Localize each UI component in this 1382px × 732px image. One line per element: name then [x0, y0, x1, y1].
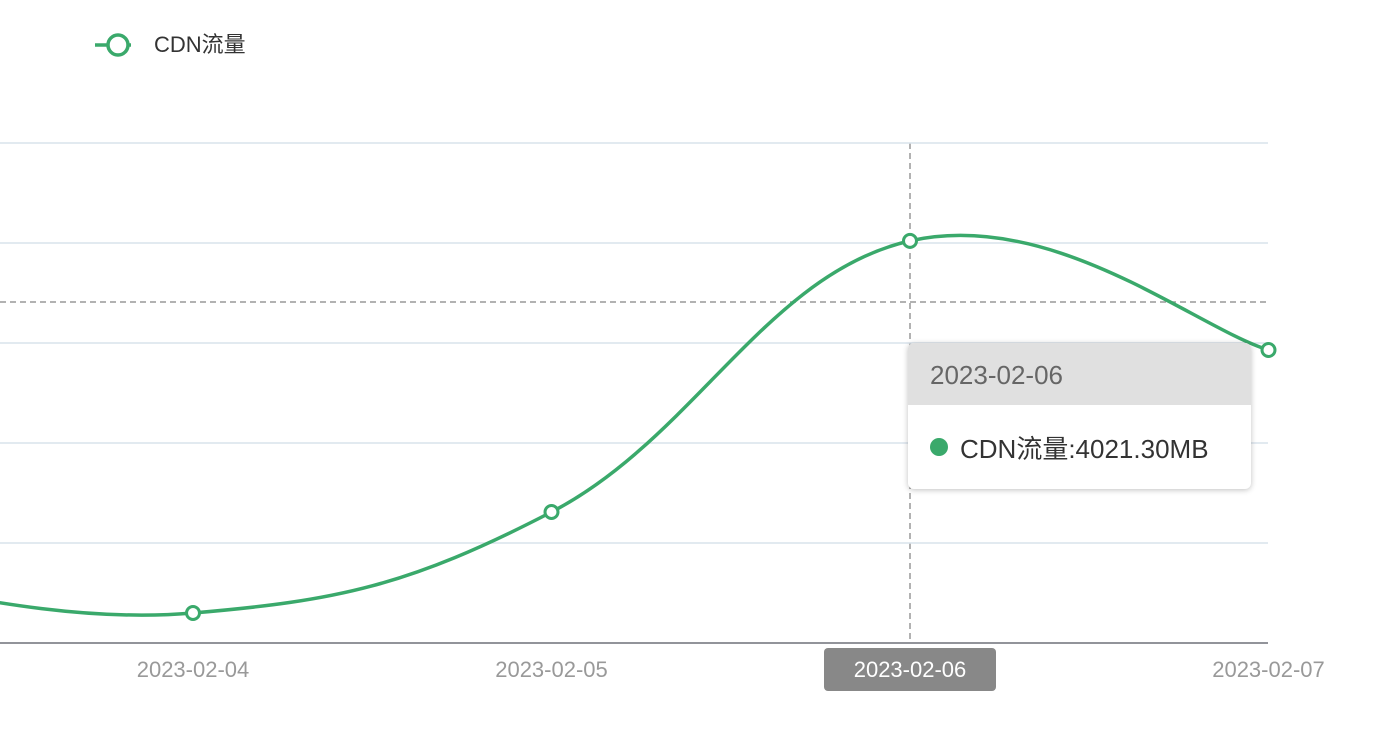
x-tick-label: 2023-02-07 — [1212, 657, 1325, 682]
x-tick-label: 2023-02-04 — [137, 657, 250, 682]
legend-marker — [106, 33, 130, 57]
point — [902, 232, 918, 249]
legend-label: CDN流量 — [154, 32, 246, 57]
tooltip-label: CDN流量:4021.30MB — [960, 433, 1209, 464]
line — [0, 233, 1270, 617]
axis-pointer-label-bg — [824, 648, 996, 691]
point — [185, 605, 201, 621]
tooltip-marker — [930, 438, 948, 456]
tooltip-row: CDN流量:4021.30MB — [908, 405, 1251, 489]
tooltip: 2023-02-06 CDN流量:4021.30MB — [908, 343, 1251, 489]
legend-item: CDN流量 — [95, 32, 246, 57]
axis-pointer-label: 2023-02-06 — [854, 657, 967, 682]
point — [1260, 342, 1277, 358]
point — [543, 504, 560, 520]
x-tick-label: 2023-02-05 — [495, 657, 608, 682]
tooltip-title: 2023-02-06 — [908, 343, 1251, 405]
